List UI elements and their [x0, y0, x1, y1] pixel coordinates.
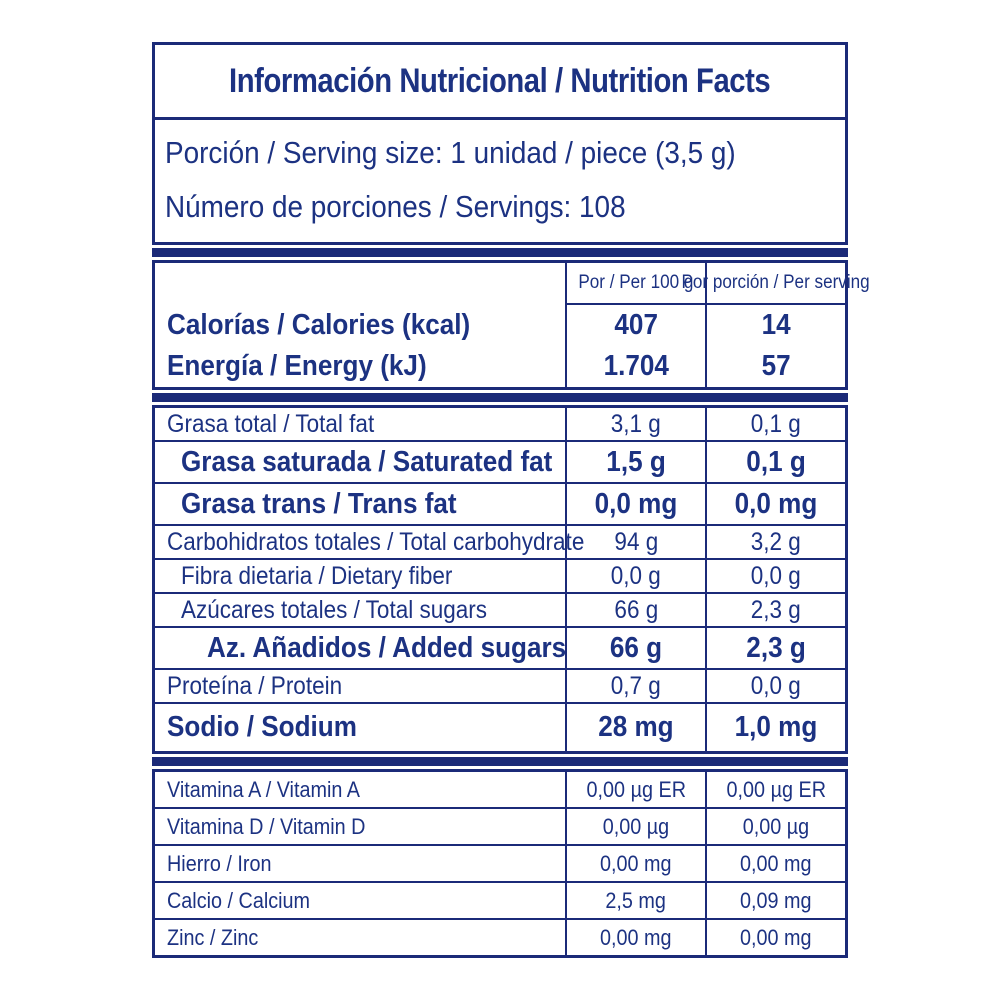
nutrient-label: Vitamina D / Vitamin D	[167, 813, 366, 839]
per-serving-value: 0,0 g	[705, 560, 845, 592]
nutrient-label: Fibra dietaria / Dietary fiber	[181, 561, 453, 590]
nutrient-label: Grasa total / Total fat	[167, 409, 375, 438]
energy-box: Por / Per 100 g Por porción / Per servin…	[152, 260, 870, 390]
per100-value: 1,5 g	[565, 442, 705, 482]
nutrient-label: Proteína / Protein	[167, 671, 343, 700]
serving-size-line: Porción / Serving size: 1 unidad / piece…	[165, 135, 736, 170]
per-serving-value: 0,00 µg ER	[705, 772, 845, 807]
nutrient-label: Grasa trans / Trans fat	[181, 487, 457, 520]
per100-value: 3,1 g	[565, 408, 705, 440]
per-serving-value: 0,1 g	[705, 408, 845, 440]
nutrient-label: Calorías / Calories (kcal)	[167, 309, 471, 341]
per-serving-value: 0,1 g	[705, 442, 845, 482]
table-row: Vitamina A / Vitamin A 0,00 µg ER 0,00 µ…	[155, 772, 845, 807]
empty-header-cell	[155, 263, 565, 305]
per-serving-value: 0,0 mg	[705, 484, 845, 524]
per100-value: 66 g	[565, 628, 705, 668]
nutrition-label: Información Nutricional / Nutrition Fact…	[152, 42, 870, 958]
section-divider-bar	[152, 393, 848, 402]
per100-value: 0,00 µg	[565, 809, 705, 844]
table-row: Carbohidratos totales / Total carbohydra…	[155, 524, 845, 558]
section-divider-bar	[152, 248, 848, 257]
per100-value: 2,5 mg	[565, 883, 705, 918]
table-row: Vitamina D / Vitamin D 0,00 µg 0,00 µg	[155, 807, 845, 844]
per100-value: 94 g	[565, 526, 705, 558]
table-row: Energía / Energy (kJ) 1.704 57	[155, 346, 845, 387]
per-serving-column-header: Por porción / Per serving	[682, 263, 870, 305]
column-header-row: Por / Per 100 g Por porción / Per servin…	[155, 263, 870, 305]
per100-value: 0,7 g	[565, 670, 705, 702]
table-row: Grasa trans / Trans fat 0,0 mg 0,0 mg	[155, 482, 845, 524]
servings-count-line: Número de porciones / Servings: 108	[165, 189, 626, 224]
per100-value: 0,0 mg	[565, 484, 705, 524]
per-serving-value: 3,2 g	[705, 526, 845, 558]
per-serving-value: 2,3 g	[705, 594, 845, 626]
table-row: Calorías / Calories (kcal) 407 14	[155, 305, 845, 346]
nutrient-label: Az. Añadidos / Added sugars	[207, 631, 567, 664]
header-box: Información Nutricional / Nutrition Fact…	[152, 42, 848, 245]
per-serving-value: 57	[705, 346, 845, 387]
table-row: Zinc / Zinc 0,00 mg 0,00 mg	[155, 918, 845, 955]
nutrient-label: Zinc / Zinc	[167, 924, 259, 950]
table-row: Grasa total / Total fat 3,1 g 0,1 g	[155, 408, 845, 440]
per100-value: 28 mg	[565, 704, 705, 751]
per-serving-value: 14	[705, 305, 845, 346]
per100-value: 407	[565, 305, 705, 346]
per-serving-value: 0,00 mg	[705, 846, 845, 881]
table-row: Proteína / Protein 0,7 g 0,0 g	[155, 668, 845, 702]
table-row: Az. Añadidos / Added sugars 66 g 2,3 g	[155, 626, 845, 668]
nutrient-label: Sodio / Sodium	[167, 711, 357, 743]
table-row: Hierro / Iron 0,00 mg 0,00 mg	[155, 844, 845, 881]
per100-value: 1.704	[565, 346, 705, 387]
table-row: Calcio / Calcium 2,5 mg 0,09 mg	[155, 881, 845, 918]
nutrients-box: Grasa total / Total fat 3,1 g 0,1 g Gras…	[152, 405, 848, 754]
page-title: Información Nutricional / Nutrition Fact…	[229, 61, 771, 100]
per-serving-value: 0,00 µg	[705, 809, 845, 844]
per100-value: 0,00 mg	[565, 846, 705, 881]
section-divider-bar	[152, 757, 848, 766]
per100-value: 0,00 mg	[565, 920, 705, 955]
per100-value: 0,0 g	[565, 560, 705, 592]
table-row: Fibra dietaria / Dietary fiber 0,0 g 0,0…	[155, 558, 845, 592]
nutrient-label: Azúcares totales / Total sugars	[181, 595, 487, 624]
per-serving-value: 2,3 g	[705, 628, 845, 668]
per-serving-value: 1,0 mg	[705, 704, 845, 751]
micronutrients-box: Vitamina A / Vitamin A 0,00 µg ER 0,00 µ…	[152, 769, 848, 958]
per-serving-value: 0,00 mg	[705, 920, 845, 955]
per-serving-value: 0,0 g	[705, 670, 845, 702]
table-row: Grasa saturada / Saturated fat 1,5 g 0,1…	[155, 440, 845, 482]
per100-value: 0,00 µg ER	[565, 772, 705, 807]
per-serving-value: 0,09 mg	[705, 883, 845, 918]
serving-info: Porción / Serving size: 1 unidad / piece…	[155, 120, 845, 242]
per100-value: 66 g	[565, 594, 705, 626]
title-row: Información Nutricional / Nutrition Fact…	[155, 45, 845, 120]
nutrient-label: Grasa saturada / Saturated fat	[181, 445, 553, 478]
table-row: Azúcares totales / Total sugars 66 g 2,3…	[155, 592, 845, 626]
nutrient-label: Hierro / Iron	[167, 850, 272, 876]
per100-column-header: Por / Per 100 g	[565, 263, 705, 305]
nutrient-label: Energía / Energy (kJ)	[167, 350, 427, 382]
nutrient-label: Calcio / Calcium	[167, 887, 311, 913]
nutrient-label: Carbohidratos totales / Total carbohydra…	[167, 527, 585, 556]
nutrient-label: Vitamina A / Vitamin A	[167, 776, 360, 802]
table-row: Sodio / Sodium 28 mg 1,0 mg	[155, 702, 845, 751]
